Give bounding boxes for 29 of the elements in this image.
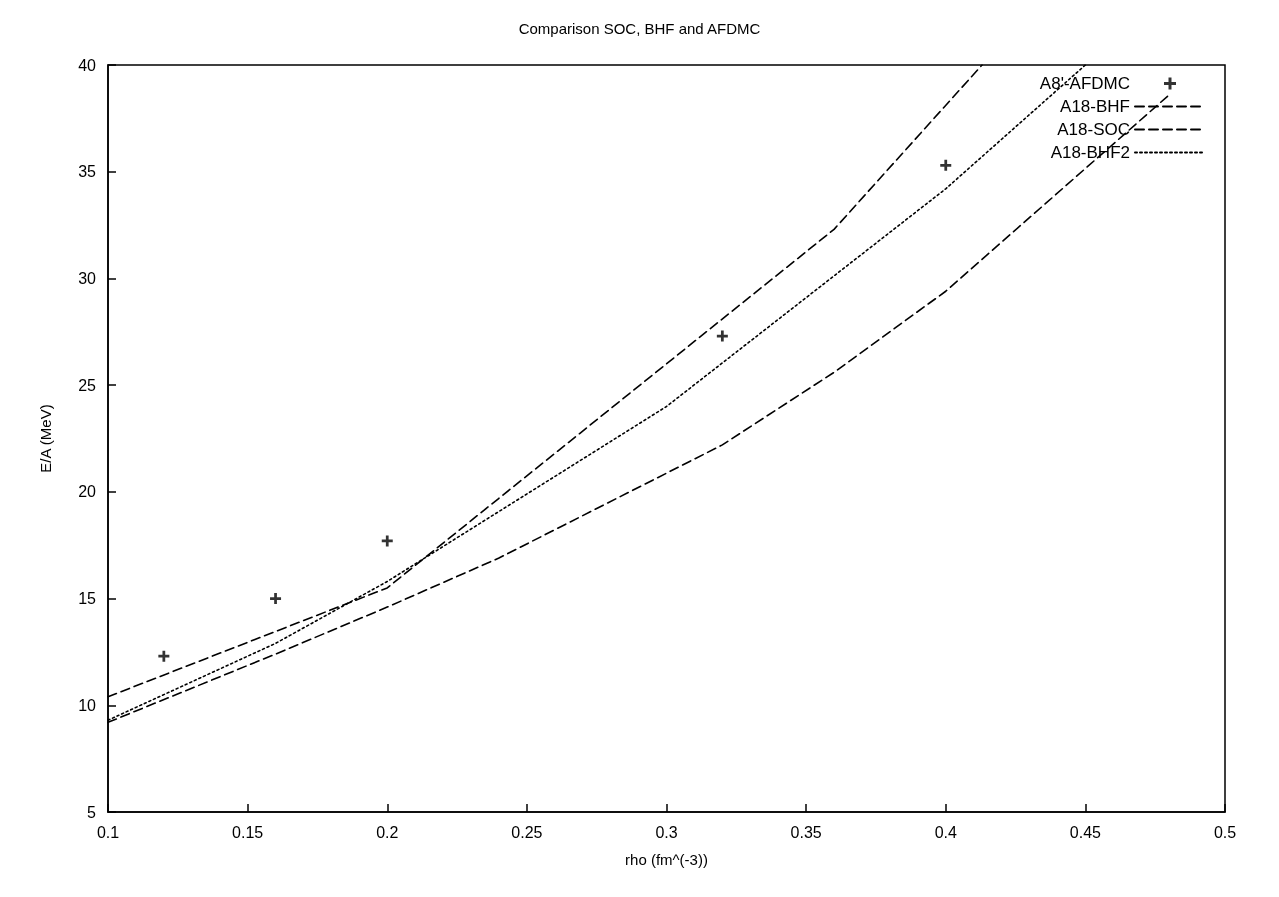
x-tick-label: 0.25 — [511, 823, 543, 841]
legend-label: A18-BHF2 — [1050, 143, 1130, 162]
point — [716, 330, 728, 342]
y-tick-label: 5 — [87, 803, 97, 821]
chart-title: Comparison SOC, BHF and AFDMC — [518, 20, 761, 37]
point — [270, 593, 282, 605]
y-tick-label: 20 — [78, 483, 97, 501]
point — [158, 650, 170, 662]
legend-label: A18-BHF — [1060, 97, 1130, 116]
y-axis-title: E/A (MeV) — [37, 404, 54, 473]
x-tick-label: 0.35 — [790, 823, 822, 841]
x-tick-label: 0.15 — [232, 823, 264, 841]
y-tick-label: 40 — [78, 56, 97, 74]
point — [940, 159, 952, 171]
y-tick-label: 30 — [78, 269, 97, 287]
point — [381, 535, 393, 547]
y-tick-label: 35 — [78, 163, 97, 181]
y-tick-label: 15 — [78, 590, 97, 608]
x-tick-label: 0.5 — [1213, 823, 1237, 841]
x-tick-label: 0.1 — [96, 823, 120, 841]
x-tick-label: 0.45 — [1069, 823, 1102, 841]
x-tick-label: 0.2 — [376, 823, 399, 841]
legend-label: A18-SOC — [1057, 120, 1130, 139]
y-tick-label: 25 — [78, 376, 97, 394]
y-tick-label: 10 — [78, 696, 97, 714]
x-axis-title: rho (fm^(-3)) — [625, 851, 708, 868]
legend-label: A8'-AFDMC — [1039, 74, 1130, 93]
x-tick-label: 0.4 — [934, 823, 957, 841]
x-tick-label: 0.3 — [655, 823, 678, 841]
